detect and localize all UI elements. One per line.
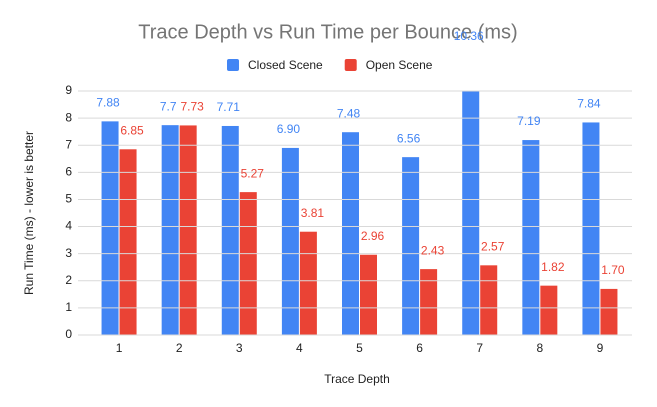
x-tick-label: 4 <box>296 341 303 355</box>
legend-swatch <box>344 59 357 71</box>
chart-title: Trace Depth vs Run Time per Bounce (ms) <box>138 21 517 43</box>
plot-area <box>101 91 618 336</box>
data-label: 1.82 <box>541 260 565 274</box>
legend-swatch <box>227 59 239 71</box>
bar <box>221 125 239 336</box>
data-label: 7.71 <box>217 100 241 114</box>
y-tick-label: 1 <box>65 300 72 314</box>
y-tick-label: 8 <box>65 110 72 124</box>
bar <box>462 91 480 336</box>
bar <box>299 231 317 335</box>
data-label: 7.84 <box>577 97 601 111</box>
data-label: 6.56 <box>397 131 421 145</box>
x-tick-label: 8 <box>536 341 543 355</box>
y-tick-label: 3 <box>65 246 72 260</box>
bar <box>239 192 257 335</box>
bar <box>179 125 197 335</box>
data-label: 2.43 <box>421 243 445 257</box>
bar <box>522 140 540 335</box>
x-tick-label: 9 <box>597 341 604 355</box>
bar <box>600 288 618 335</box>
y-tick-label: 0 <box>65 327 72 341</box>
x-axis-title: Trace Depth <box>324 372 390 386</box>
y-tick-label: 4 <box>65 219 72 233</box>
y-tick-label: 9 <box>65 83 72 97</box>
data-label: 6.85 <box>120 123 144 137</box>
x-tick-label: 5 <box>356 341 363 355</box>
data-label: 2.57 <box>481 239 505 253</box>
data-label: 7.19 <box>517 114 541 128</box>
bar <box>342 132 359 335</box>
bar <box>402 157 420 335</box>
bar <box>281 147 299 335</box>
data-label: 7.48 <box>337 106 361 120</box>
x-tick-label: 1 <box>116 341 123 355</box>
y-axis-title: Run Time (ms) - lower is better <box>22 131 36 295</box>
data-label: 6.90 <box>277 122 301 136</box>
data-label: 2.96 <box>361 229 385 243</box>
data-label: 1.70 <box>601 263 625 277</box>
y-tick-label: 5 <box>65 192 72 206</box>
bar <box>540 285 558 335</box>
legend-label: Open Scene <box>366 58 433 72</box>
legend-label: Closed Scene <box>248 58 323 72</box>
x-tick-label: 3 <box>236 341 243 355</box>
bar <box>161 125 179 335</box>
data-label: 5.27 <box>241 166 265 180</box>
data-label: 3.81 <box>301 206 325 220</box>
y-tick-label: 7 <box>65 137 72 151</box>
data-label: 7.7 <box>160 99 177 113</box>
bar <box>480 265 498 335</box>
bar <box>119 149 137 335</box>
x-tick-label: 6 <box>416 341 423 355</box>
data-label: 7.88 <box>96 96 120 110</box>
bar <box>360 254 377 335</box>
y-tick-label: 2 <box>65 273 72 287</box>
y-tick-label: 6 <box>65 165 72 179</box>
data-label: 7.73 <box>180 100 204 114</box>
bar <box>420 269 438 335</box>
x-tick-label: 2 <box>176 341 183 355</box>
data-label: 10.36 <box>454 29 484 43</box>
bar <box>101 121 119 335</box>
x-tick-label: 7 <box>476 341 483 355</box>
bar <box>582 122 600 336</box>
